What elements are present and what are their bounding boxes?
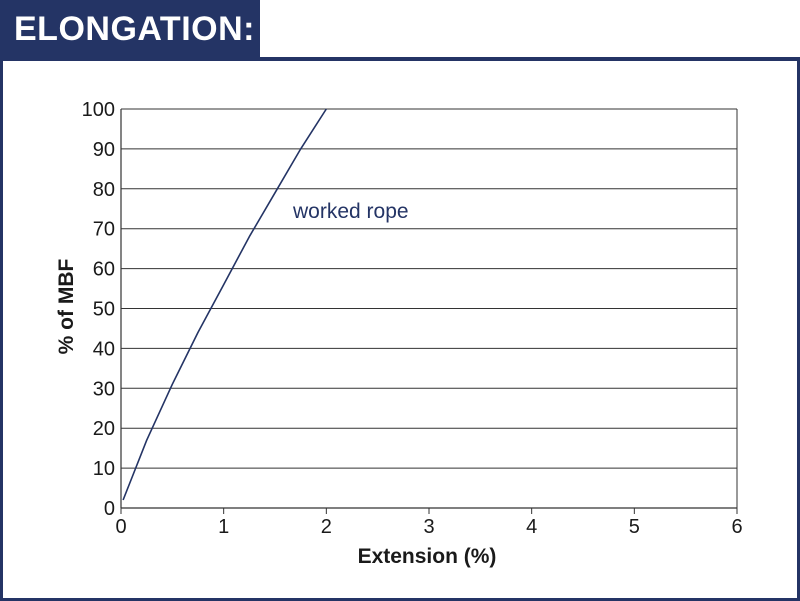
chart-title-banner: ELONGATION:	[0, 0, 260, 58]
y-tick-50: 50	[93, 299, 115, 321]
x-tick-3: 3	[423, 516, 434, 538]
y-tick-0: 0	[104, 498, 115, 520]
x-tick-5: 5	[629, 516, 640, 538]
x-tick-1: 1	[218, 516, 229, 538]
y-tick-labels: 0 10 20 30 40 50 60 70 80 90 100	[82, 99, 115, 520]
grid-lines	[120, 108, 738, 509]
y-tick-70: 70	[93, 219, 115, 241]
chart-frame	[0, 58, 800, 601]
x-tick-2: 2	[321, 516, 332, 538]
y-tick-60: 60	[93, 259, 115, 281]
y-tick-20: 20	[93, 418, 115, 440]
y-tick-90: 90	[93, 139, 115, 161]
series-group	[122, 108, 327, 501]
x-tick-labels: 0 1 2 3 4 5 6	[115, 508, 743, 538]
series-line-0	[122, 108, 327, 501]
series-label-worked-rope: worked rope	[292, 200, 409, 223]
y-tick-30: 30	[93, 378, 115, 400]
x-tick-0: 0	[115, 516, 126, 538]
y-tick-100: 100	[82, 99, 115, 121]
y-tick-10: 10	[93, 458, 115, 480]
x-tick-6: 6	[731, 516, 742, 538]
x-tick-4: 4	[526, 516, 537, 538]
y-axis-title: % of MBF	[55, 259, 78, 355]
x-axis-title: Extension (%)	[358, 545, 497, 568]
y-tick-40: 40	[93, 338, 115, 360]
y-tick-80: 80	[93, 179, 115, 201]
